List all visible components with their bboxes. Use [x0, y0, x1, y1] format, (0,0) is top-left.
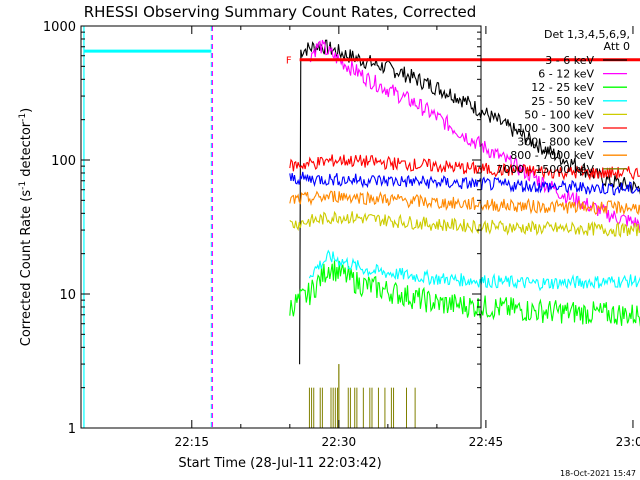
legend-entry-label: 12 - 25 keV	[531, 81, 594, 94]
legend-entry-label: 300 - 800 keV	[517, 136, 594, 149]
footer-timestamp: 18-Oct-2021 15:47	[560, 469, 636, 478]
legend-entry-label: 800 - 7000 keV	[510, 149, 594, 162]
x-tick-label: 23:00	[616, 435, 640, 449]
legend-entry-label: 100 - 300 keV	[517, 122, 594, 135]
y-axis-label: Corrected Count Rate (s-1 detector-1)	[18, 108, 34, 346]
legend-entry-label: 7000 - 15000 keV	[496, 163, 594, 176]
x-axis-label: Start Time (28-Jul-11 22:03:42)	[178, 456, 381, 471]
legend-entry-label: 6 - 12 keV	[538, 68, 594, 81]
x-tick-label: 22:15	[174, 435, 209, 449]
series-line	[289, 171, 640, 196]
legend-entry-label: 50 - 100 keV	[524, 108, 594, 121]
series-line	[289, 260, 640, 327]
legend-header: Att 0	[604, 40, 630, 53]
series-line	[308, 39, 640, 231]
legend-entry-label: 25 - 50 keV	[531, 95, 594, 108]
chart-title: RHESSI Observing Summary Count Rates, Co…	[84, 3, 477, 21]
y-tick-label: 100	[51, 154, 76, 169]
x-tick-label: 22:30	[322, 435, 357, 449]
plot-frame	[80, 25, 482, 429]
legend-header: Det 1,3,4,5,6,9,	[544, 28, 630, 41]
y-tick-label: 10	[59, 288, 76, 303]
y-tick-label: 1000	[43, 20, 76, 35]
x-tick-label: 22:45	[469, 435, 504, 449]
annotation-label: F	[286, 56, 292, 67]
series-line	[308, 364, 416, 428]
series-line	[289, 154, 640, 181]
series-line	[299, 39, 640, 365]
y-tick-label: 1	[68, 422, 76, 437]
legend-entry-label: 3 - 6 keV	[545, 54, 594, 67]
series-line	[289, 190, 640, 216]
series-line	[289, 210, 640, 238]
series-line	[308, 249, 640, 292]
